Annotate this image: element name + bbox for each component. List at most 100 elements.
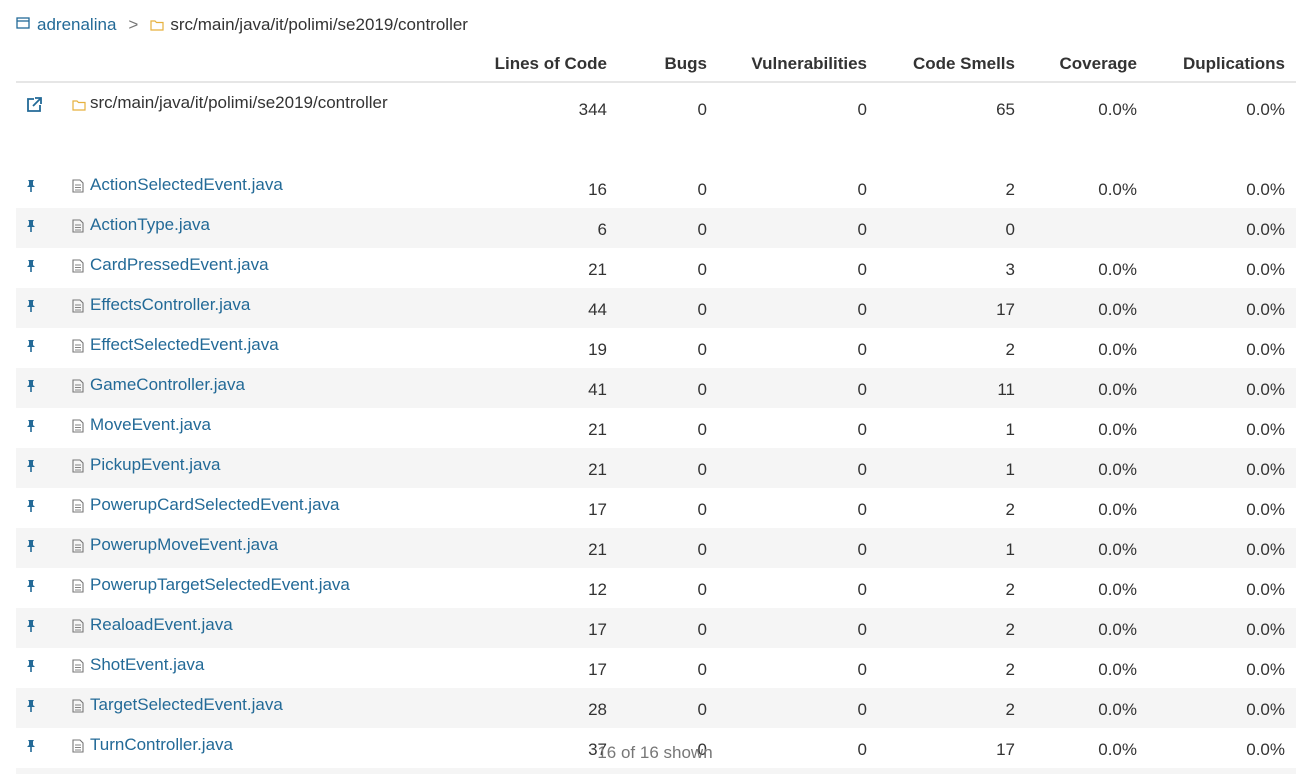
- measure-lines-of-code: 6: [425, 768, 607, 774]
- measure-code-smells: 0: [867, 208, 1015, 248]
- column-header-code-smells[interactable]: Code Smells: [867, 47, 1015, 83]
- table-row: GameController.java 41 0 0 11 0.0% 0.0%: [16, 368, 1296, 408]
- measure-vulnerabilities: 0: [707, 688, 867, 728]
- measure-lines-of-code: 21: [588, 420, 607, 439]
- measure-coverage: 0.0%: [1015, 688, 1137, 728]
- measure-coverage: [1015, 768, 1137, 774]
- measure-code-smells: 1: [1005, 420, 1015, 439]
- measure-bugs: 0: [607, 208, 707, 248]
- pin-icon[interactable]: [25, 418, 37, 432]
- measures-table: Lines of Code Bugs Vulnerabilities Code …: [16, 47, 1296, 774]
- table-row: EffectsController.java 44 0 0 17 0.0% 0.0%: [16, 288, 1296, 328]
- pin-icon[interactable]: [25, 218, 37, 232]
- external-link-icon[interactable]: [24, 95, 44, 115]
- file-link[interactable]: RealoadEvent.java: [90, 615, 233, 634]
- pin-icon[interactable]: [25, 458, 37, 472]
- measure-code-smells: 2: [1005, 660, 1015, 679]
- file-link[interactable]: EffectsController.java: [90, 295, 251, 314]
- measure-code-smells: 2: [1005, 340, 1015, 359]
- measure-coverage: 0.0%: [1015, 528, 1137, 568]
- column-header-lines-of-code[interactable]: Lines of Code: [425, 47, 607, 83]
- pin-icon[interactable]: [25, 378, 37, 392]
- file-link[interactable]: TargetSelectedEvent.java: [90, 695, 283, 714]
- column-header-coverage[interactable]: Coverage: [1015, 47, 1137, 83]
- file-link[interactable]: PowerupMoveEvent.java: [90, 535, 279, 554]
- measure-code-smells: 2: [867, 608, 1015, 648]
- pin-icon[interactable]: [25, 538, 37, 552]
- table-header-row: Lines of Code Bugs Vulnerabilities Code …: [16, 47, 1296, 83]
- pin-icon[interactable]: [25, 498, 37, 512]
- measure-code-smells: 2: [1005, 180, 1015, 199]
- measure-lines-of-code: 37: [588, 740, 607, 759]
- measure-vulnerabilities: 0: [857, 580, 867, 599]
- pin-icon[interactable]: [25, 258, 37, 272]
- measure-coverage: 0.0%: [1098, 260, 1137, 279]
- file-link[interactable]: CardPressedEvent.java: [90, 255, 269, 274]
- file-icon: [72, 338, 84, 353]
- pin-icon[interactable]: [25, 658, 37, 672]
- file-link[interactable]: ActionType.java: [90, 215, 211, 234]
- file-link[interactable]: PowerupTargetSelectedEvent.java: [90, 575, 350, 594]
- measure-vulnerabilities: 0: [707, 608, 867, 648]
- file-link[interactable]: ShotEvent.java: [90, 655, 205, 674]
- measure-duplications: 0.0%: [1137, 528, 1285, 568]
- measure-lines-of-code: 28: [425, 688, 607, 728]
- measure-code-smells: 65: [996, 100, 1015, 119]
- measure-vulnerabilities: 0: [707, 528, 867, 568]
- measure-duplications: 0.0%: [1137, 288, 1285, 328]
- measure-duplications: 0.0%: [1246, 660, 1285, 679]
- measure-duplications: 0.0%: [1137, 608, 1285, 648]
- pin-icon[interactable]: [25, 738, 37, 752]
- measure-bugs: 0: [697, 580, 707, 599]
- measure-duplications: 0.0%: [1246, 580, 1285, 599]
- measure-duplications: 0.0%: [1246, 260, 1285, 279]
- breadcrumb: adrenalina > src/main/java/it/polimi/se2…: [16, 13, 468, 37]
- measure-code-smells: 11: [867, 368, 1015, 408]
- measure-lines-of-code: 17: [588, 660, 607, 679]
- file-icon: [72, 178, 84, 193]
- column-header-bugs[interactable]: Bugs: [607, 47, 707, 83]
- file-link[interactable]: ActionSelectedEvent.java: [90, 175, 283, 194]
- measure-lines-of-code: 16: [588, 180, 607, 199]
- file-link[interactable]: GameController.java: [90, 375, 245, 394]
- pin-icon[interactable]: [25, 338, 37, 352]
- measure-lines-of-code: 21: [425, 528, 607, 568]
- pin-icon[interactable]: [25, 578, 37, 592]
- measure-coverage: 0.0%: [1098, 420, 1137, 439]
- pin-icon[interactable]: [25, 618, 37, 632]
- measure-bugs: 0: [697, 180, 707, 199]
- table-row: MoveEvent.java 21 0 0 1 0.0% 0.0%: [16, 408, 1296, 448]
- breadcrumb-directory: src/main/java/it/polimi/se2019/controlle…: [170, 15, 468, 34]
- file-link[interactable]: EffectSelectedEvent.java: [90, 335, 279, 354]
- measure-coverage: 0.0%: [1098, 500, 1137, 519]
- measure-duplications: 0.0%: [1246, 500, 1285, 519]
- file-icon: [72, 578, 84, 593]
- measure-bugs: 0: [697, 340, 707, 359]
- measure-vulnerabilities: 0: [857, 260, 867, 279]
- measure-bugs: 0: [697, 100, 707, 119]
- measure-bugs: 0: [697, 500, 707, 519]
- table-row: RealoadEvent.java 17 0 0 2 0.0% 0.0%: [16, 608, 1296, 648]
- pin-icon[interactable]: [25, 698, 37, 712]
- measure-lines-of-code: 17: [588, 500, 607, 519]
- table-row: ShotEvent.java 17 0 0 2 0.0% 0.0%: [16, 648, 1296, 688]
- measure-coverage: 0.0%: [1098, 580, 1137, 599]
- file-link[interactable]: MoveEvent.java: [90, 415, 211, 434]
- measure-vulnerabilities: 0: [707, 368, 867, 408]
- table-row: TargetSelectedEvent.java 28 0 0 2 0.0% 0.0%: [16, 688, 1296, 728]
- file-icon: [72, 258, 84, 273]
- pin-icon[interactable]: [25, 298, 37, 312]
- measure-duplications: 0.0%: [1246, 420, 1285, 439]
- file-icon: [72, 458, 84, 473]
- column-header-vulnerabilities[interactable]: Vulnerabilities: [707, 47, 867, 83]
- breadcrumb-project-link[interactable]: adrenalina: [37, 15, 117, 34]
- file-link[interactable]: PickupEvent.java: [90, 455, 221, 474]
- pin-icon[interactable]: [25, 178, 37, 192]
- file-link[interactable]: TurnController.java: [90, 735, 233, 754]
- measure-coverage: 0.0%: [1098, 660, 1137, 679]
- table-row: ActionSelectedEvent.java 16 0 0 2 0.0% 0.0%: [16, 168, 1296, 208]
- file-link[interactable]: PowerupCardSelectedEvent.java: [90, 495, 340, 514]
- measure-coverage: 0.0%: [1098, 340, 1137, 359]
- column-header-duplications[interactable]: Duplications: [1137, 47, 1285, 83]
